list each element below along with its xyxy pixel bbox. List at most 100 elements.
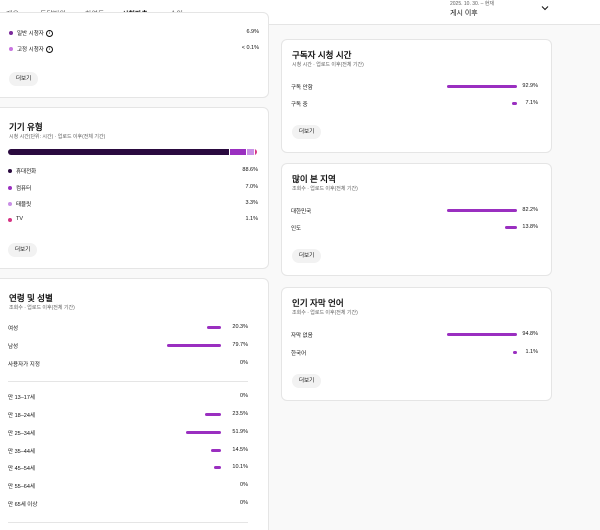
device-label: TV xyxy=(16,216,24,222)
subscription-status-bar xyxy=(447,85,517,88)
subscription-status-label: 구독 안함 xyxy=(291,85,313,91)
divider xyxy=(8,522,248,523)
list-item: TV 1.1% xyxy=(8,215,258,225)
geography-bar xyxy=(505,226,517,229)
top-geographies-card: 많이 본 지역 조회수 · 업로드 이후(전체 기간) 더보기 xyxy=(281,163,552,276)
list-item: 컴퓨터 7.0% xyxy=(8,183,258,193)
list-item: 자막 없음 94.8% xyxy=(291,330,538,340)
list-item: 여성 20.3% xyxy=(8,323,248,333)
age-group-label: 만 25–34세 xyxy=(8,431,35,437)
age-group-value: 0% xyxy=(240,393,248,399)
list-item: 인도 13.8% xyxy=(291,223,538,233)
device-share-stacked-bar xyxy=(8,149,257,155)
legend-dot xyxy=(8,202,12,206)
list-item: 만 25–34세 51.9% xyxy=(8,428,248,438)
more-button[interactable]: 더보기 xyxy=(292,125,322,139)
geography-label: 인도 xyxy=(291,226,302,232)
geography-bar xyxy=(447,209,517,212)
gender-value: 0% xyxy=(240,360,248,366)
list-item: 태블릿 3.3% xyxy=(8,199,258,209)
viewer-type-label: 일반 시청자 xyxy=(17,31,44,37)
age-group-value: 51.9% xyxy=(232,429,248,435)
stack-segment xyxy=(8,149,229,155)
age-group-label: 만 45–54세 xyxy=(8,466,35,472)
age-group-bar xyxy=(211,449,221,452)
subtitle-language-value: 94.8% xyxy=(522,331,538,337)
gender-label: 여성 xyxy=(8,326,19,332)
more-button[interactable]: 더보기 xyxy=(292,374,322,388)
device-value: 3.3% xyxy=(245,200,258,206)
subscription-status-bar xyxy=(511,102,517,105)
card-title: 많이 본 지역 xyxy=(292,174,336,184)
list-item: 고정 시청자 i < 0.1% xyxy=(9,44,259,54)
age-group-label: 만 18–24세 xyxy=(8,413,35,419)
info-icon[interactable]: i xyxy=(45,30,53,38)
list-item: 한국어 1.1% xyxy=(291,348,538,358)
stack-segment xyxy=(254,149,257,155)
age-group-value: 0% xyxy=(240,482,248,488)
device-value: 1.1% xyxy=(245,216,258,222)
list-item: 대한민국 82.2% xyxy=(291,206,538,216)
age-group-label: 만 13–17세 xyxy=(8,395,35,401)
device-type-card: 기기 유형 시청 시간(단위: 시간) · 업로드 이후(전체 기간) xyxy=(0,107,269,269)
list-item: 남성 79.7% xyxy=(8,341,248,351)
more-button[interactable]: 더보기 xyxy=(9,72,39,86)
gender-value: 79.7% xyxy=(232,342,248,348)
gender-bar xyxy=(167,344,221,347)
geography-value: 82.2% xyxy=(522,207,538,213)
info-icon[interactable]: i xyxy=(45,46,53,54)
card-subtitle: 시청 시간(단위: 시간) · 업로드 이후(전체 기간) xyxy=(9,134,106,140)
device-label: 컴퓨터 xyxy=(16,186,32,192)
geography-label: 대한민국 xyxy=(291,209,312,215)
viewer-type-value: 6.9% xyxy=(246,29,259,35)
age-group-label: 만 65세 이상 xyxy=(8,502,38,508)
device-value: 88.6% xyxy=(242,167,258,173)
subscription-status-value: 92.9% xyxy=(522,83,538,89)
legend-dot xyxy=(9,31,13,35)
list-item: 만 65세 이상 0% xyxy=(8,499,248,509)
geography-value: 13.8% xyxy=(522,224,538,230)
card-subtitle: 시청 시간 · 업로드 이후(전체 기간) xyxy=(292,62,364,68)
card-title: 인기 자막 언어 xyxy=(292,298,344,308)
list-item: 만 55–64세 0% xyxy=(8,481,248,491)
device-label: 휴대전화 xyxy=(16,169,37,175)
more-button[interactable]: 더보기 xyxy=(8,243,38,257)
viewer-type-card: 일반 시청자 i 6.9% 고정 시청자 i < 0.1% 더보기 xyxy=(0,12,269,98)
age-group-value: 14.5% xyxy=(232,447,248,453)
list-item: 구독 중 7.1% xyxy=(291,99,538,109)
legend-dot xyxy=(8,218,12,222)
age-group-bar xyxy=(214,466,221,469)
device-label: 태블릿 xyxy=(16,202,32,208)
more-button[interactable]: 더보기 xyxy=(292,249,322,263)
card-title: 기기 유형 xyxy=(9,122,43,132)
legend-dot xyxy=(8,169,12,173)
date-range-text[interactable]: 2025. 10. 30. – 현재 xyxy=(450,1,494,7)
card-title: 구독자 시청 시간 xyxy=(292,50,352,60)
legend-dot xyxy=(8,186,12,190)
age-group-bar xyxy=(186,431,221,434)
subtitle-language-bar xyxy=(513,351,517,354)
viewer-type-label: 고정 시청자 xyxy=(17,47,44,53)
stack-segment xyxy=(246,149,255,155)
age-group-value: 10.1% xyxy=(232,464,248,470)
age-gender-card: 연령 및 성별 조회수 · 업로드 이후(전체 기간) xyxy=(0,278,269,530)
subtitle-language-bar xyxy=(447,333,517,336)
card-title: 연령 및 성별 xyxy=(9,293,53,303)
age-group-value: 23.5% xyxy=(232,411,248,417)
date-range-label[interactable]: 게시 이후 xyxy=(450,10,478,17)
legend-dot xyxy=(9,47,13,51)
subscription-status-value: 7.1% xyxy=(525,100,538,106)
age-group-value: 0% xyxy=(240,500,248,506)
list-item: 만 45–54세 10.1% xyxy=(8,463,248,473)
card-subtitle: 조회수 · 업로드 이후(전체 기간) xyxy=(9,305,75,311)
subscription-status-label: 구독 중 xyxy=(291,102,308,108)
gender-label: 사용자가 지정 xyxy=(8,362,40,368)
subtitle-language-value: 1.1% xyxy=(525,349,538,355)
subtitle-language-label: 자막 없음 xyxy=(291,333,313,339)
list-item: 일반 시청자 i 6.9% xyxy=(9,28,259,38)
chevron-down-icon[interactable] xyxy=(541,4,549,12)
gender-label: 남성 xyxy=(8,344,19,350)
gender-bar xyxy=(207,326,221,329)
subscriber-watch-time-card: 구독자 시청 시간 시청 시간 · 업로드 이후(전체 기간) 더보기 xyxy=(281,39,552,153)
age-group-label: 만 55–64세 xyxy=(8,484,35,490)
